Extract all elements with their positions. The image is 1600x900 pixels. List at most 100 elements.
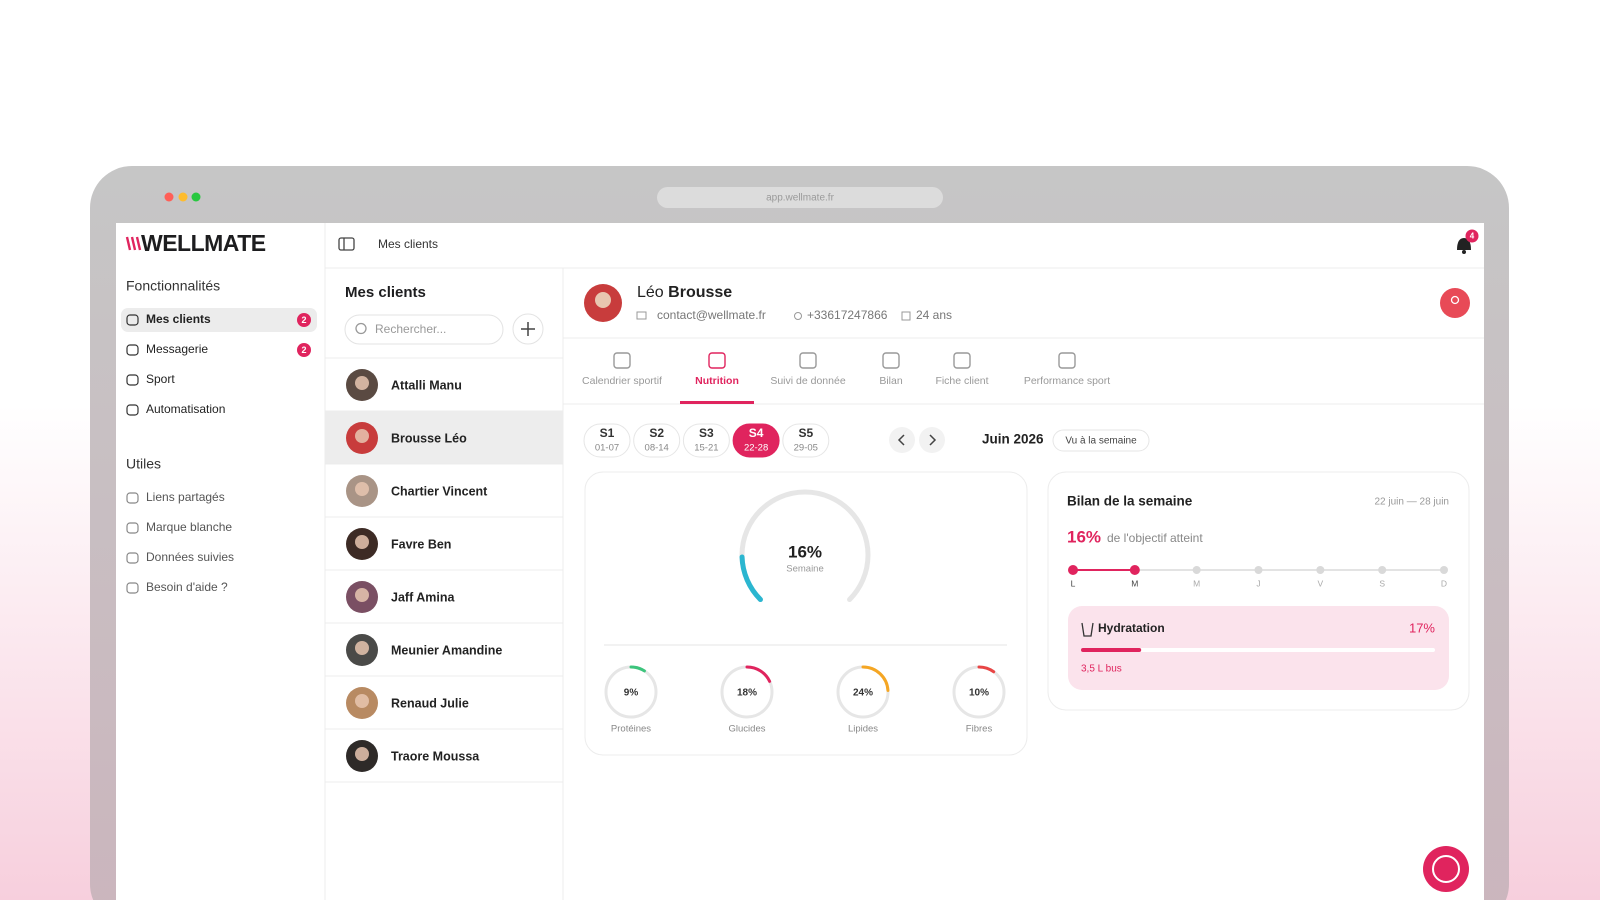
hydration-bar xyxy=(1081,648,1142,652)
week-range: 22-28 xyxy=(744,443,768,454)
nav-item[interactable]: Liens partagés xyxy=(126,490,225,504)
notification-bell[interactable] xyxy=(1457,238,1471,250)
client-name: Renaud Julie xyxy=(391,696,469,710)
nav-item[interactable]: Sport xyxy=(126,372,175,386)
tab[interactable]: Bilan xyxy=(879,352,903,387)
url: app.wellmate.fr xyxy=(766,193,834,204)
nav-icon xyxy=(126,492,139,504)
tab[interactable]: Performance sport xyxy=(1024,352,1110,387)
tab-label: Nutrition xyxy=(695,375,739,387)
macro-name: Protéines xyxy=(611,724,651,735)
client-name: Meunier Amandine xyxy=(391,643,502,657)
timeline-day: V xyxy=(1317,578,1323,588)
tab[interactable]: Calendrier sportif xyxy=(582,352,662,387)
macro-value: 9% xyxy=(624,688,639,699)
tab[interactable]: Suivi de donnée xyxy=(770,352,846,387)
url-bar[interactable] xyxy=(657,187,943,208)
tab-label: Suivi de donnée xyxy=(770,375,845,387)
window-zoom[interactable] xyxy=(191,192,201,202)
client-row[interactable]: Chartier Vincent xyxy=(325,475,563,518)
phone-icon xyxy=(794,312,802,320)
tab-label: Performance sport xyxy=(1024,375,1110,387)
tab[interactable]: Fiche client xyxy=(935,352,989,387)
client-row[interactable]: Attalli Manu xyxy=(325,369,563,412)
window-minimize[interactable] xyxy=(178,192,188,202)
view-pill[interactable] xyxy=(1052,429,1150,452)
week-label: S2 xyxy=(649,426,664,440)
nav-label: Données suivies xyxy=(146,550,234,564)
search-box[interactable] xyxy=(344,314,504,345)
nav-item[interactable]: Messagerie 2 xyxy=(126,342,311,357)
tab-label: Fiche client xyxy=(935,375,988,387)
add-icon xyxy=(521,322,535,336)
help-button[interactable] xyxy=(1423,846,1469,892)
client-name: Traore Moussa xyxy=(391,749,480,763)
gauge-progress xyxy=(739,554,763,603)
client-row[interactable]: Renaud Julie xyxy=(325,687,563,730)
week-nav[interactable] xyxy=(919,427,945,453)
client-row[interactable]: Favre Ben xyxy=(325,528,563,571)
gauge-label: Semaine xyxy=(786,564,824,575)
tab[interactable]: Nutrition xyxy=(680,352,754,404)
nav-item[interactable]: Données suivies xyxy=(126,550,234,564)
breadcrumb: Mes clients xyxy=(378,237,438,251)
client-row[interactable]: Meunier Amandine xyxy=(325,634,563,677)
client-name: Brousse Léo xyxy=(391,431,467,445)
client-row[interactable]: Traore Moussa xyxy=(325,740,563,783)
week-nav[interactable] xyxy=(889,427,915,453)
summary-title: Bilan de la semaine xyxy=(1067,494,1193,509)
macro-value: 10% xyxy=(969,688,989,699)
list-title: Mes clients xyxy=(345,284,426,301)
client-age: 24 ans xyxy=(916,308,952,322)
tab-icon xyxy=(1058,352,1076,369)
nav-item[interactable]: Mes clients 2 xyxy=(121,308,317,332)
client-avatar-face xyxy=(355,588,369,602)
tab-label: Bilan xyxy=(879,375,903,387)
client-name: Favre Ben xyxy=(391,537,451,551)
week-pill[interactable]: S1 01-07 xyxy=(583,423,631,458)
client-row[interactable]: Brousse Léo xyxy=(325,411,563,465)
nav-label: Messagerie xyxy=(146,342,208,356)
week-pill[interactable]: S4 22-28 xyxy=(732,423,780,458)
client-avatar-face xyxy=(355,482,369,496)
logo: WELLMATE xyxy=(125,230,266,256)
client-name: Attalli Manu xyxy=(391,378,462,392)
nav-badge xyxy=(297,313,311,327)
client-phone: +33617247866 xyxy=(807,308,888,322)
client-name: Jaff Amina xyxy=(391,590,455,604)
week-pill-bg xyxy=(732,423,780,458)
nav-badge-count: 2 xyxy=(301,345,306,355)
nav-item[interactable]: Besoin d'aide ? xyxy=(126,580,228,594)
client-avatar-face xyxy=(355,376,369,390)
section-title: Utiles xyxy=(126,456,161,472)
week-pill[interactable]: S2 08-14 xyxy=(633,423,681,458)
client-avatar-face xyxy=(355,429,369,443)
gauge-value: 16% xyxy=(788,542,822,561)
macro-arc xyxy=(861,665,890,692)
week-pill[interactable]: S5 29-05 xyxy=(782,423,830,458)
week-label: S1 xyxy=(600,426,615,440)
nav-label: Marque blanche xyxy=(146,520,232,534)
timeline-dot xyxy=(1378,566,1387,574)
logo-mark xyxy=(125,236,142,251)
section-title: Fonctionnalités xyxy=(126,278,220,294)
nav-label: Sport xyxy=(146,372,175,386)
week-pill[interactable]: S3 15-21 xyxy=(682,423,730,458)
week-pill-bg xyxy=(583,423,631,458)
tab-underline xyxy=(680,401,754,404)
timeline-dot xyxy=(1192,566,1201,574)
sidebar-toggle[interactable] xyxy=(338,237,355,251)
client-row[interactable]: Jaff Amina xyxy=(325,581,563,624)
nav-item[interactable]: Automatisation xyxy=(126,402,225,416)
nav-badge-count: 2 xyxy=(301,315,306,325)
view-label: Vu à la semaine xyxy=(1065,436,1137,447)
timeline-dot xyxy=(1129,565,1140,575)
macro-name: Glucides xyxy=(729,724,766,735)
client-avatar-face xyxy=(355,747,369,761)
window-close[interactable] xyxy=(164,192,174,202)
summary-dates: 22 juin — 28 juin xyxy=(1375,497,1450,508)
nav-item[interactable]: Marque blanche xyxy=(126,520,232,534)
sidebar xyxy=(116,223,325,900)
macro-arc xyxy=(977,665,996,674)
